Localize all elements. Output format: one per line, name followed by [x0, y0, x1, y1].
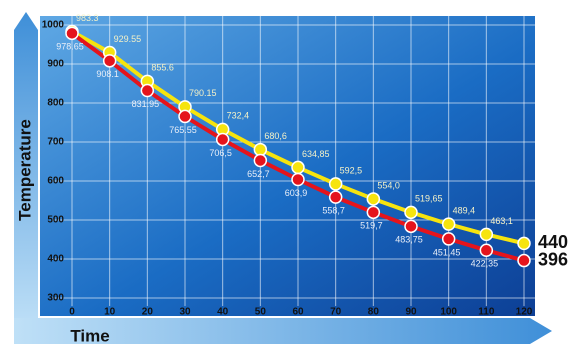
data-point: [404, 219, 418, 234]
x-tick-label: 120: [516, 307, 533, 318]
y-tick-label: 700: [47, 137, 64, 148]
data-point: [366, 192, 381, 206]
value-label: 483,75: [395, 235, 423, 245]
data-point: [404, 205, 418, 220]
y-tick-label: 400: [47, 254, 64, 265]
x-tick-label: 60: [292, 307, 304, 318]
value-label: 855.6: [151, 63, 174, 73]
data-point: [65, 26, 79, 41]
value-label: 558,7: [322, 205, 345, 215]
data-point: [479, 243, 494, 258]
data-point: [253, 153, 268, 168]
data-point: [366, 205, 381, 220]
y-tick-label: 500: [47, 215, 64, 226]
value-label: 489,4: [453, 206, 476, 216]
value-label: 908.1: [96, 69, 119, 79]
data-point: [441, 232, 456, 246]
data-point: [291, 172, 305, 187]
data-point: [215, 132, 230, 147]
value-label: 983.3: [76, 13, 99, 23]
value-label: 463,1: [490, 216, 513, 226]
x-tick-label: 20: [142, 307, 154, 318]
x-tick-label: 50: [255, 307, 267, 318]
value-label: 765.55: [169, 125, 197, 135]
x-tick-label: 90: [405, 307, 417, 318]
value-label: 680,6: [264, 131, 287, 141]
data-point: [517, 253, 531, 268]
x-tick-label: 80: [368, 307, 380, 318]
value-label: 831.95: [132, 99, 160, 109]
value-label: 706,5: [209, 148, 232, 158]
value-label: 440: [538, 232, 568, 252]
y-tick-label: 1000: [42, 20, 65, 31]
x-tick-label: 110: [478, 307, 495, 318]
plot-background: [40, 16, 535, 316]
x-tick-label: 100: [440, 307, 457, 318]
value-label: 451,45: [433, 247, 461, 257]
x-tick-label: 30: [179, 307, 191, 318]
value-label: 790.15: [189, 88, 217, 98]
y-tick-label: 900: [47, 59, 64, 70]
x-tick-label: 10: [104, 307, 116, 318]
x-axis-label: Time: [70, 326, 109, 345]
y-tick-label: 600: [47, 176, 64, 187]
data-point: [479, 227, 494, 242]
data-point: [517, 236, 531, 251]
value-label: 519,7: [360, 221, 383, 231]
value-label: 929.55: [114, 34, 142, 44]
y-arrow-band: [14, 12, 38, 330]
value-label: 732,4: [227, 111, 250, 121]
value-label: 554,0: [377, 180, 400, 190]
value-label: 634,85: [302, 149, 330, 159]
data-point: [328, 190, 343, 204]
value-label: 603,9: [285, 188, 308, 198]
value-label: 652,7: [247, 169, 270, 179]
data-point: [178, 109, 192, 124]
x-arrow-band: [14, 318, 552, 344]
x-tick-label: 40: [217, 307, 229, 318]
value-label: 519,65: [415, 194, 443, 204]
data-point: [328, 177, 343, 191]
data-point: [291, 160, 305, 175]
y-tick-label: 300: [47, 293, 64, 304]
data-point: [441, 217, 456, 231]
y-axis-label: Temperature: [15, 119, 34, 221]
x-tick-label: 70: [330, 307, 342, 318]
value-label: 978.65: [56, 42, 84, 52]
value-label: 592,5: [340, 165, 363, 175]
value-label: 396: [538, 249, 568, 269]
data-point: [102, 54, 117, 68]
data-point: [140, 83, 155, 98]
value-label: 422,35: [471, 259, 499, 269]
y-tick-label: 800: [47, 98, 64, 109]
x-tick-label: 0: [69, 307, 75, 318]
